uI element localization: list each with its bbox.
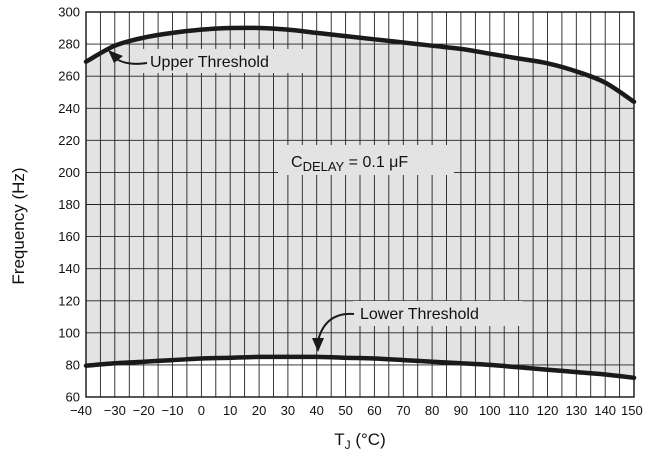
- x-tick-label: 70: [396, 403, 410, 418]
- cdelay-subscript: DELAY: [303, 159, 345, 174]
- y-tick-label: 240: [58, 101, 80, 116]
- x-axis-title: TJ (°C): [334, 430, 386, 452]
- y-tick-label: 200: [58, 165, 80, 180]
- annotation-cdelay: CDELAY = 0.1 μF: [278, 145, 454, 175]
- y-tick-label: 120: [58, 293, 80, 308]
- series-layer: [83, 25, 637, 381]
- x-axis-title-unit: (°C): [351, 430, 386, 449]
- cdelay-label-mask: [278, 145, 454, 175]
- x-tick-label: 100: [479, 403, 501, 418]
- series-line-upper-threshold: [83, 25, 637, 105]
- x-tick-label: 50: [338, 403, 352, 418]
- x-tick-label: 10: [223, 403, 237, 418]
- lower-threshold-label: Lower Threshold: [360, 306, 479, 323]
- annotation-lower: Lower Threshold: [312, 301, 523, 352]
- y-tick-label: 300: [58, 5, 80, 20]
- x-tick-label: 120: [537, 403, 559, 418]
- grid-layer: [85, 11, 635, 398]
- x-axis-title-sub: J: [345, 438, 351, 452]
- x-tick-label: 60: [367, 403, 381, 418]
- y-tick-label: 280: [58, 37, 80, 52]
- tick-label-layer: 6080100120140160180200220240260280300−40…: [58, 5, 642, 419]
- x-tick-label: 130: [565, 403, 587, 418]
- x-axis-title-main: T: [334, 430, 344, 449]
- cdelay-c: C: [291, 154, 303, 171]
- x-tick-label: −20: [133, 403, 155, 418]
- annotation-upper: Upper Threshold: [108, 49, 306, 73]
- upper-threshold-label: Upper Threshold: [150, 54, 269, 71]
- lower-arrowhead: [312, 338, 324, 352]
- cdelay-value: = 0.1 μF: [344, 154, 408, 171]
- lower-leader-line: [317, 312, 355, 342]
- y-tick-label: 100: [58, 325, 80, 340]
- y-tick-label: 80: [66, 357, 80, 372]
- x-tick-label: 40: [309, 403, 323, 418]
- x-tick-label: 30: [281, 403, 295, 418]
- y-tick-label: 180: [58, 197, 80, 212]
- x-tick-label: −10: [161, 403, 183, 418]
- y-tick-label: 260: [58, 69, 80, 84]
- y-tick-label: 160: [58, 229, 80, 244]
- x-tick-label: 150: [621, 403, 643, 418]
- plot-frame: [85, 11, 635, 398]
- cdelay-label: CDELAY = 0.1 μF: [291, 154, 408, 174]
- series-line-lower-threshold: [83, 354, 637, 381]
- y-tick-label: 60: [66, 390, 80, 405]
- y-axis-title: Frequency (Hz): [9, 167, 28, 284]
- y-tick-label: 220: [58, 133, 80, 148]
- x-tick-label: 90: [454, 403, 468, 418]
- upper-label-mask: [140, 49, 306, 73]
- x-tick-label: −40: [70, 403, 92, 418]
- x-tick-label: 110: [508, 403, 529, 418]
- x-tick-label: 80: [425, 403, 439, 418]
- lower-label-mask: [353, 301, 523, 326]
- x-tick-label: −30: [104, 403, 126, 418]
- y-tick-label: 140: [58, 261, 80, 276]
- x-tick-label: 20: [252, 403, 266, 418]
- x-tick-label: 0: [198, 403, 205, 418]
- x-tick-label: 140: [594, 403, 616, 418]
- upper-arrowhead: [108, 50, 123, 63]
